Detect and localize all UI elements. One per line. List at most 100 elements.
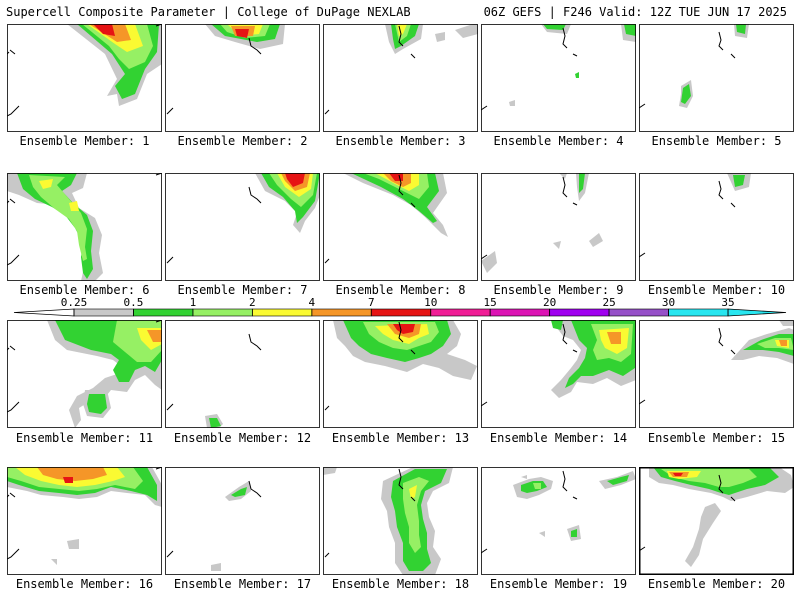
ensemble-member-label: Ensemble Member: 4	[493, 134, 624, 148]
panel-frame	[165, 320, 320, 428]
member-map	[7, 24, 162, 132]
panel-frame	[639, 467, 794, 575]
scp-contour-gray	[779, 320, 794, 326]
coastline-outline	[324, 174, 416, 264]
panel-frame	[639, 173, 794, 281]
ensemble-member-panel-2: Ensemble Member: 2	[165, 24, 320, 150]
panel-frame	[7, 173, 162, 281]
coastline-outline	[324, 25, 416, 115]
member-map	[7, 173, 162, 281]
member-map	[165, 24, 320, 132]
legend-tick-label: 15	[484, 296, 497, 309]
ensemble-member-label: Ensemble Member: 16	[15, 577, 154, 591]
ensemble-member-panel-20: Ensemble Member: 20	[639, 467, 794, 593]
ensemble-member-label: Ensemble Member: 7	[177, 283, 308, 297]
member-map	[7, 320, 162, 428]
ensemble-member-label: Ensemble Member: 13	[331, 431, 470, 445]
scp-contour-gray	[481, 251, 497, 273]
coastline-outline	[639, 180, 736, 258]
ensemble-member-panel-1: Ensemble Member: 1	[7, 24, 162, 150]
ensemble-member-label: Ensemble Member: 5	[651, 134, 782, 148]
coastline-outline	[481, 470, 578, 554]
ensemble-member-panel-7: Ensemble Member: 7	[165, 173, 320, 299]
member-map	[639, 173, 794, 281]
panel-frame	[165, 24, 320, 132]
legend-bin-purple1	[549, 308, 610, 317]
member-map	[165, 173, 320, 281]
legend-tick-label: 4	[309, 296, 316, 309]
legend-tick-label: 0.5	[124, 296, 144, 309]
legend-bin-orange	[311, 308, 372, 317]
ensemble-member-panel-10: Ensemble Member: 10	[639, 173, 794, 299]
ensemble-member-panel-9: Ensemble Member: 9	[481, 173, 636, 299]
legend-bin-cyan	[668, 308, 729, 317]
member-map	[639, 467, 794, 575]
panel-frame	[7, 320, 162, 428]
scp-contour-gray	[539, 531, 545, 537]
scp-contour-gray	[211, 563, 221, 571]
scp-contour-green	[733, 175, 745, 187]
map-background	[165, 320, 320, 428]
scp-contour-gray	[553, 241, 561, 249]
map-background	[481, 173, 636, 281]
scp-contour-green	[231, 487, 247, 497]
coastline-outline	[166, 480, 262, 558]
member-map	[481, 24, 636, 132]
scp-contour-gray	[323, 467, 337, 475]
ensemble-member-panel-18: Ensemble Member: 18	[323, 467, 478, 593]
scp-contour-gray	[509, 100, 515, 106]
scp-contour-green	[87, 394, 107, 414]
ensemble-member-label: Ensemble Member: 17	[173, 577, 312, 591]
scp-contour-lightgreen	[29, 175, 87, 261]
legend-bin-magenta1	[430, 308, 491, 317]
coastline-outline	[7, 173, 162, 266]
panel-frame	[481, 24, 636, 132]
legend-tick-label: 0.25	[61, 296, 88, 309]
scp-contour-gray	[521, 475, 527, 479]
legend-bin-magenta2	[489, 308, 550, 317]
ensemble-member-panel-11: Ensemble Member: 11	[7, 320, 162, 447]
scp-contour-green	[624, 24, 636, 36]
scp-contour-yellow	[39, 179, 53, 189]
scp-contour-lightgreen	[403, 477, 429, 553]
member-map	[323, 467, 478, 575]
ensemble-member-label: Ensemble Member: 2	[177, 134, 308, 148]
legend-tick-label: 25	[602, 296, 615, 309]
panel-frame	[165, 173, 320, 281]
scp-contour-green	[736, 24, 746, 34]
member-map	[639, 320, 794, 428]
ensemble-member-label: Ensemble Member: 6	[19, 283, 150, 297]
scp-contour-orange	[147, 330, 162, 342]
panel-frame	[481, 320, 636, 428]
panel-frame	[481, 467, 636, 575]
legend-bin-gray	[73, 308, 134, 317]
coastline-outline	[7, 320, 162, 413]
legend-tick-label: 30	[662, 296, 675, 309]
scp-contour-red	[285, 173, 305, 187]
panel-frame	[481, 173, 636, 281]
ensemble-member-label: Ensemble Member: 12	[173, 431, 312, 445]
legend-below-range-arrow	[13, 308, 75, 317]
run-valid-time: 06Z GEFS | F246 Valid: 12Z TUE JUN 17 20…	[483, 5, 787, 19]
legend-bin-purple2	[608, 308, 669, 317]
ensemble-member-panel-16: Ensemble Member: 16	[7, 467, 162, 593]
coastline-outline	[481, 27, 578, 111]
legend-tick-label: 20	[543, 296, 556, 309]
legend-bin-red	[370, 308, 432, 317]
header: Supercell Composite Parameter | College …	[0, 0, 800, 24]
member-map	[165, 467, 320, 575]
ensemble-member-label: Ensemble Member: 9	[493, 283, 624, 297]
legend-tick-label: 35	[721, 296, 734, 309]
legend-bin-green	[133, 308, 194, 317]
map-background	[165, 467, 320, 575]
scp-contour-green	[543, 24, 566, 30]
coastline-outline	[324, 321, 416, 411]
ensemble-member-panel-6: Ensemble Member: 6	[7, 173, 162, 299]
legend-bin-yellow	[252, 308, 313, 317]
ensemble-member-panel-13: Ensemble Member: 13	[323, 320, 478, 447]
map-background	[481, 24, 636, 132]
scp-contour-green	[575, 72, 579, 78]
ensemble-member-panel-8: Ensemble Member: 8	[323, 173, 478, 299]
coastline-outline	[639, 31, 736, 109]
scp-contour-green	[209, 418, 221, 428]
